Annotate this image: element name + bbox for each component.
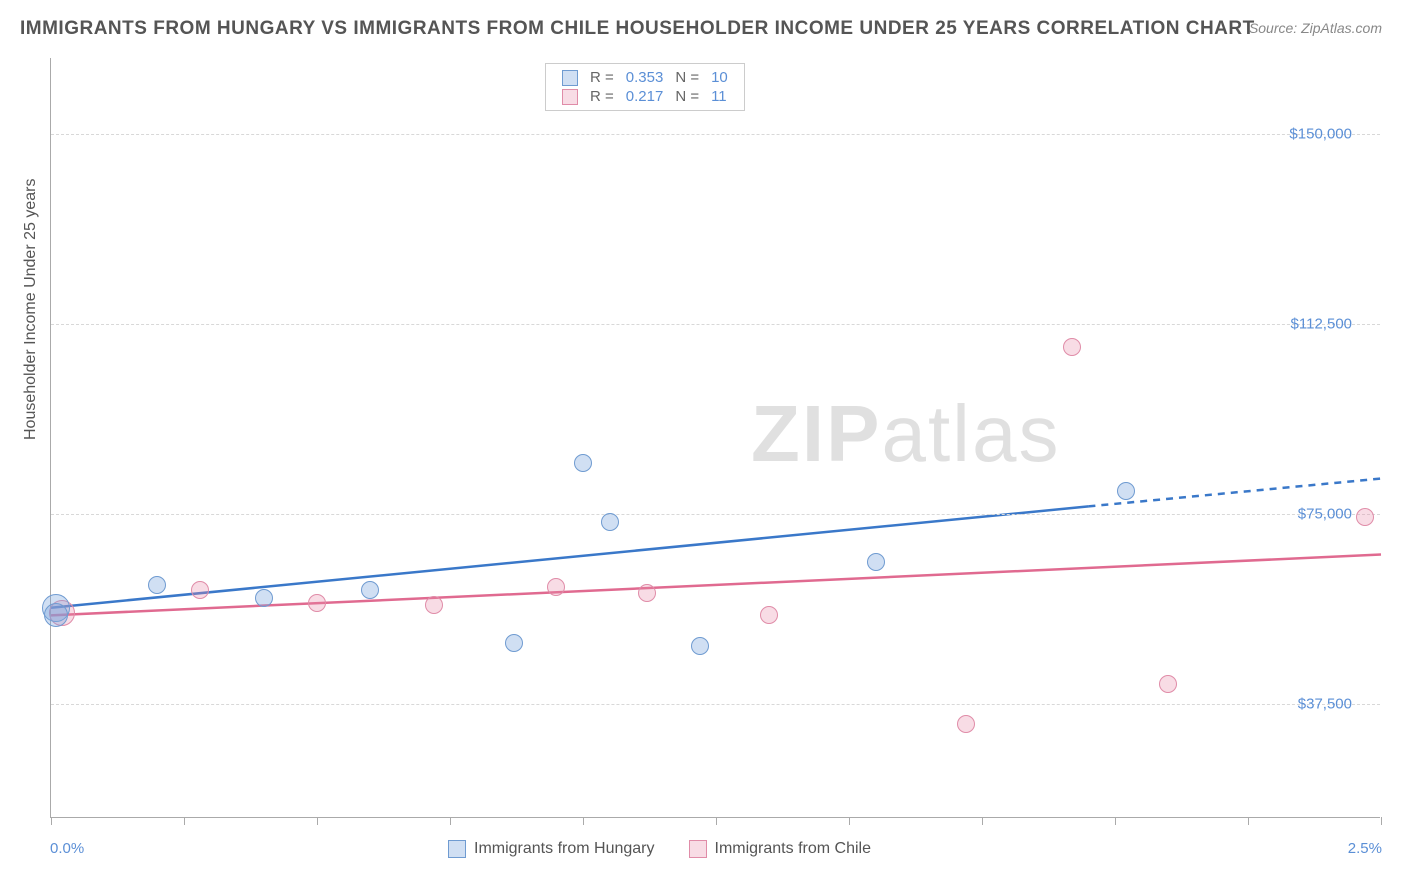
hungary-point [574, 454, 592, 472]
y-tick-label: $112,500 [1291, 316, 1352, 333]
x-tick [317, 817, 318, 825]
x-tick [716, 817, 717, 825]
gridline [51, 324, 1380, 325]
chile-point [547, 578, 565, 596]
x-tick [982, 817, 983, 825]
y-tick-label: $75,000 [1298, 506, 1352, 523]
chile-point [957, 715, 975, 733]
series-legend: Immigrants from Hungary Immigrants from … [448, 840, 871, 858]
n-label: N = [669, 68, 705, 87]
x-axis-max-label: 2.5% [1348, 840, 1382, 857]
gridline [51, 704, 1380, 705]
chile-label: Immigrants from Chile [715, 840, 871, 857]
hungary-point [255, 589, 273, 607]
hungary-point [361, 581, 379, 599]
y-tick-label: $37,500 [1298, 696, 1352, 713]
chile-point [425, 596, 443, 614]
hungary-swatch-icon [448, 840, 466, 858]
watermark-bold: ZIP [751, 389, 881, 478]
chile-r-value: 0.217 [620, 87, 670, 106]
plot-area: ZIPatlas $37,500 $75,000 $112,500 $150,000 [50, 58, 1380, 818]
x-tick [450, 817, 451, 825]
watermark: ZIPatlas [751, 388, 1060, 480]
correlation-row-chile: R = 0.217 N = 11 [556, 87, 734, 106]
correlation-row-hungary: R = 0.353 N = 10 [556, 68, 734, 87]
x-tick [583, 817, 584, 825]
watermark-rest: atlas [881, 389, 1060, 478]
r-label: R = [584, 68, 620, 87]
x-tick [184, 817, 185, 825]
y-tick-label: $150,000 [1289, 126, 1352, 143]
x-tick [1115, 817, 1116, 825]
correlation-legend: R = 0.353 N = 10 R = 0.217 N = 11 [545, 63, 745, 111]
source-attribution: Source: ZipAtlas.com [1249, 20, 1382, 36]
chile-point [1159, 675, 1177, 693]
chile-swatch-icon [562, 89, 578, 105]
x-tick [51, 817, 52, 825]
hungary-swatch-icon [562, 70, 578, 86]
chile-point [1356, 508, 1374, 526]
hungary-point [691, 637, 709, 655]
x-tick [1248, 817, 1249, 825]
chile-point [1063, 338, 1081, 356]
hungary-point [867, 553, 885, 571]
chile-point [638, 584, 656, 602]
y-axis-label: Householder Income Under 25 years [22, 179, 40, 440]
hungary-r-value: 0.353 [620, 68, 670, 87]
chile-point [760, 606, 778, 624]
legend-item-chile: Immigrants from Chile [689, 840, 871, 858]
x-tick [849, 817, 850, 825]
hungary-n-value: 10 [705, 68, 734, 87]
chile-swatch-icon [689, 840, 707, 858]
correlation-table: R = 0.353 N = 10 R = 0.217 N = 11 [556, 68, 734, 106]
hungary-point [505, 634, 523, 652]
hungary-point [1117, 482, 1135, 500]
hungary-label: Immigrants from Hungary [474, 840, 655, 857]
chile-point [308, 594, 326, 612]
x-axis-min-label: 0.0% [50, 840, 84, 857]
legend-item-hungary: Immigrants from Hungary [448, 840, 655, 858]
hungary-point [148, 576, 166, 594]
hungary-point [601, 513, 619, 531]
chile-n-value: 11 [705, 87, 734, 106]
x-tick [1381, 817, 1382, 825]
chart-title: IMMIGRANTS FROM HUNGARY VS IMMIGRANTS FR… [20, 18, 1255, 40]
n-label: N = [669, 87, 705, 106]
chile-point [191, 581, 209, 599]
gridline [51, 514, 1380, 515]
r-label: R = [584, 87, 620, 106]
hungary-point [44, 603, 68, 627]
gridline [51, 134, 1380, 135]
